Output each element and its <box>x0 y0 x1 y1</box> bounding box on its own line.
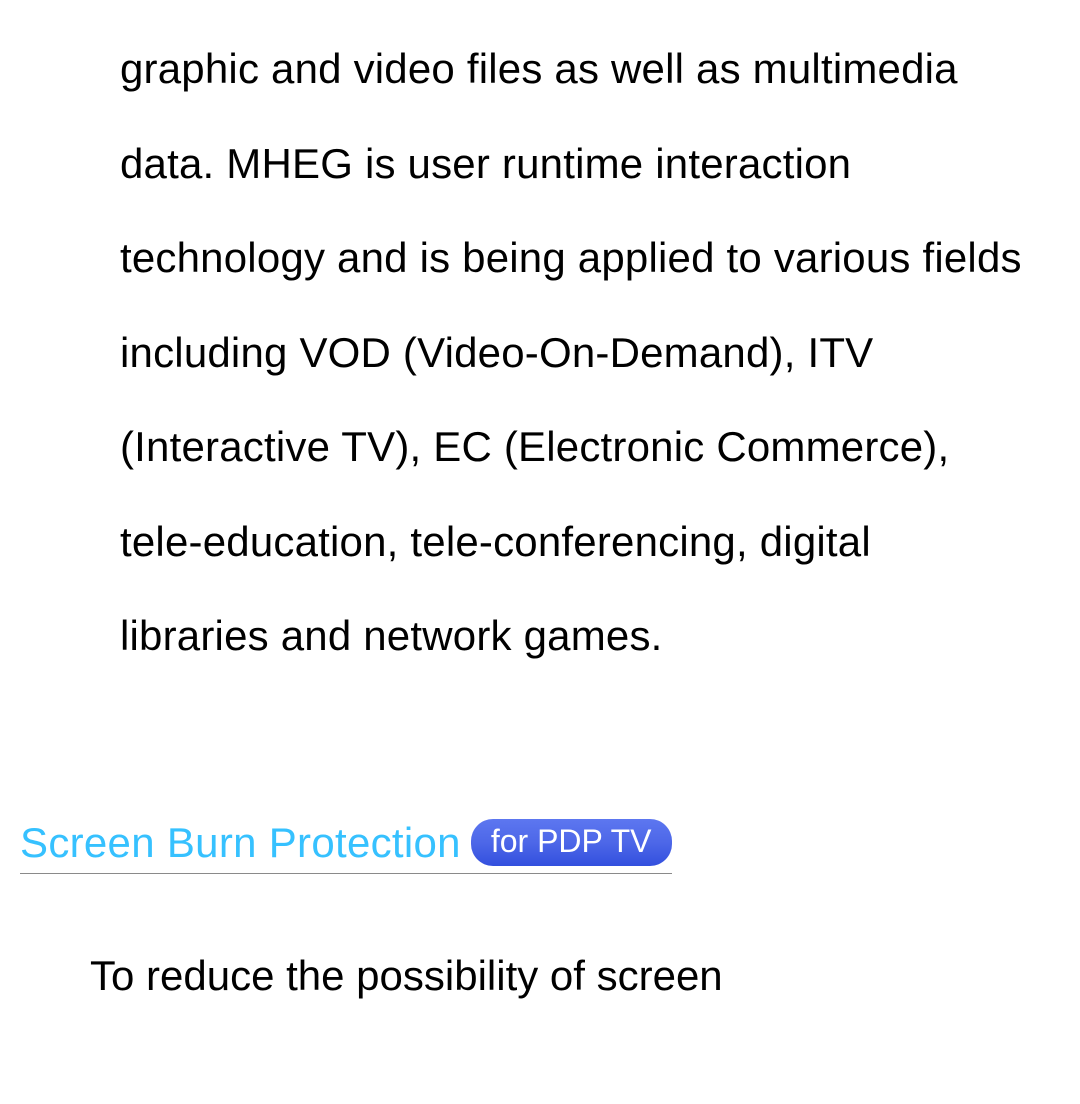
section-body-text: To reduce the possibility of screen <box>20 929 1060 1024</box>
section-heading-row: Screen Burn Protection for PDP TV <box>20 819 672 874</box>
badge-pdp-tv: for PDP TV <box>471 819 672 866</box>
section-heading: Screen Burn Protection <box>20 819 461 867</box>
document-content: graphic and video files as well as multi… <box>0 0 1080 1023</box>
paragraph-mheg: graphic and video files as well as multi… <box>20 22 1060 684</box>
